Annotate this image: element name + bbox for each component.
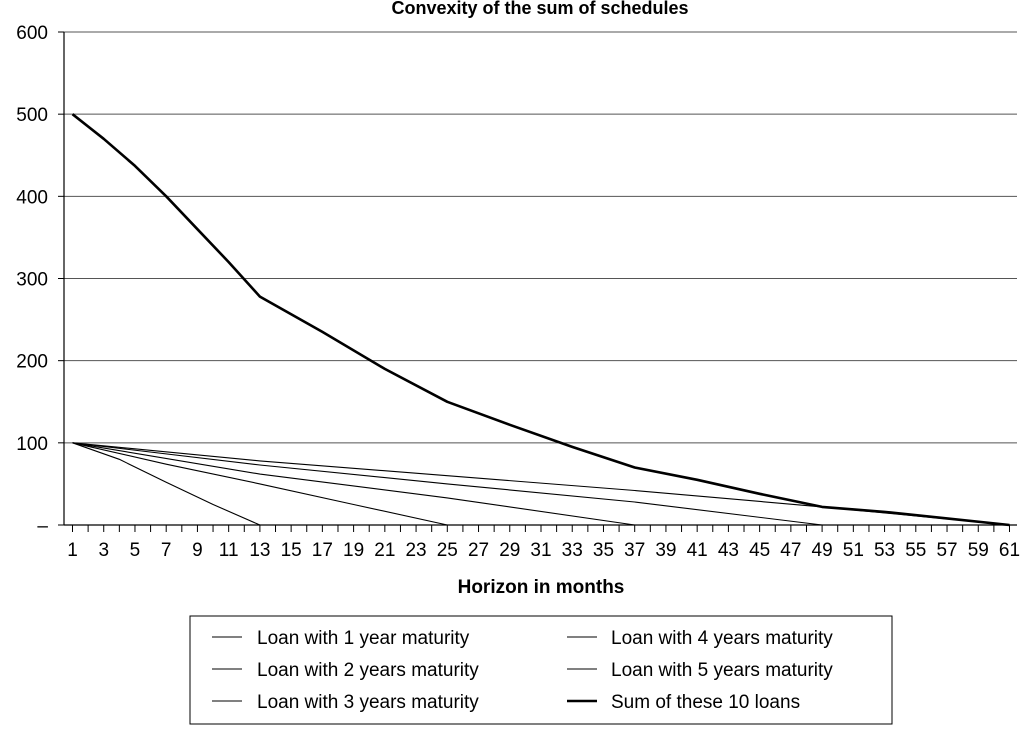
y-tick-label: – [37, 516, 48, 537]
x-tick-label: 21 [374, 540, 395, 561]
y-tick-label: 300 [16, 270, 48, 291]
x-tick-label: 37 [624, 540, 645, 561]
y-tick-label: 600 [16, 23, 48, 44]
x-tick-label: 39 [655, 540, 676, 561]
legend-label: Loan with 2 years maturity [257, 660, 479, 681]
x-tick-label: 9 [192, 540, 203, 561]
x-tick-label: 5 [130, 540, 141, 561]
x-tick-label: 57 [936, 540, 957, 561]
chart-title: Convexity of the sum of schedules [391, 0, 688, 18]
x-tick-label: 13 [249, 540, 270, 561]
x-tick-label: 3 [98, 540, 109, 561]
x-tick-label: 7 [161, 540, 172, 561]
x-tick-label: 41 [687, 540, 708, 561]
x-tick-label: 53 [874, 540, 895, 561]
x-tick-label: 47 [780, 540, 801, 561]
x-tick-label: 43 [718, 540, 739, 561]
series-line [72, 442, 635, 526]
series-line [72, 442, 823, 526]
y-tick-label: 100 [16, 434, 48, 455]
x-tick-label: 33 [562, 540, 583, 561]
y-tick-label: 200 [16, 352, 48, 373]
x-tick-label: 1 [67, 540, 78, 561]
series-line [71, 113, 1010, 527]
x-tick-label: 17 [312, 540, 333, 561]
x-tick-label: 11 [219, 540, 239, 561]
x-tick-label: 23 [405, 540, 426, 561]
x-tick-label: 19 [343, 540, 364, 561]
x-axis-label: Horizon in months [458, 577, 625, 598]
series-line [72, 442, 448, 526]
series-line [72, 442, 1010, 526]
x-tick-label: 59 [968, 540, 989, 561]
x-tick-label: 25 [437, 540, 458, 561]
y-tick-label: 500 [16, 105, 48, 126]
legend-box [189, 615, 893, 725]
x-tick-label: 35 [593, 540, 614, 561]
x-tick-label: 45 [749, 540, 770, 561]
x-tick-label: 29 [499, 540, 520, 561]
x-tick-label: 15 [281, 540, 302, 561]
legend-label: Loan with 3 years maturity [257, 692, 479, 713]
series-line [72, 442, 261, 526]
legend: Loan with 1 year maturity Loan with 2 yea… [189, 615, 893, 725]
legend-label: Loan with 5 years maturity [611, 660, 833, 681]
x-tick-label: 51 [843, 540, 864, 561]
x-tick-label: 55 [905, 540, 926, 561]
x-tick-label: 49 [812, 540, 833, 561]
y-tick-label: 400 [16, 187, 48, 208]
legend-label: Sum of these 10 loans [611, 692, 800, 713]
x-tick-label: 61 [999, 540, 1020, 561]
legend-label: Loan with 1 year maturity [257, 628, 470, 649]
legend-label: Loan with 4 years maturity [611, 628, 833, 649]
x-tick-label: 27 [468, 540, 489, 561]
x-tick-label: 31 [530, 540, 551, 561]
